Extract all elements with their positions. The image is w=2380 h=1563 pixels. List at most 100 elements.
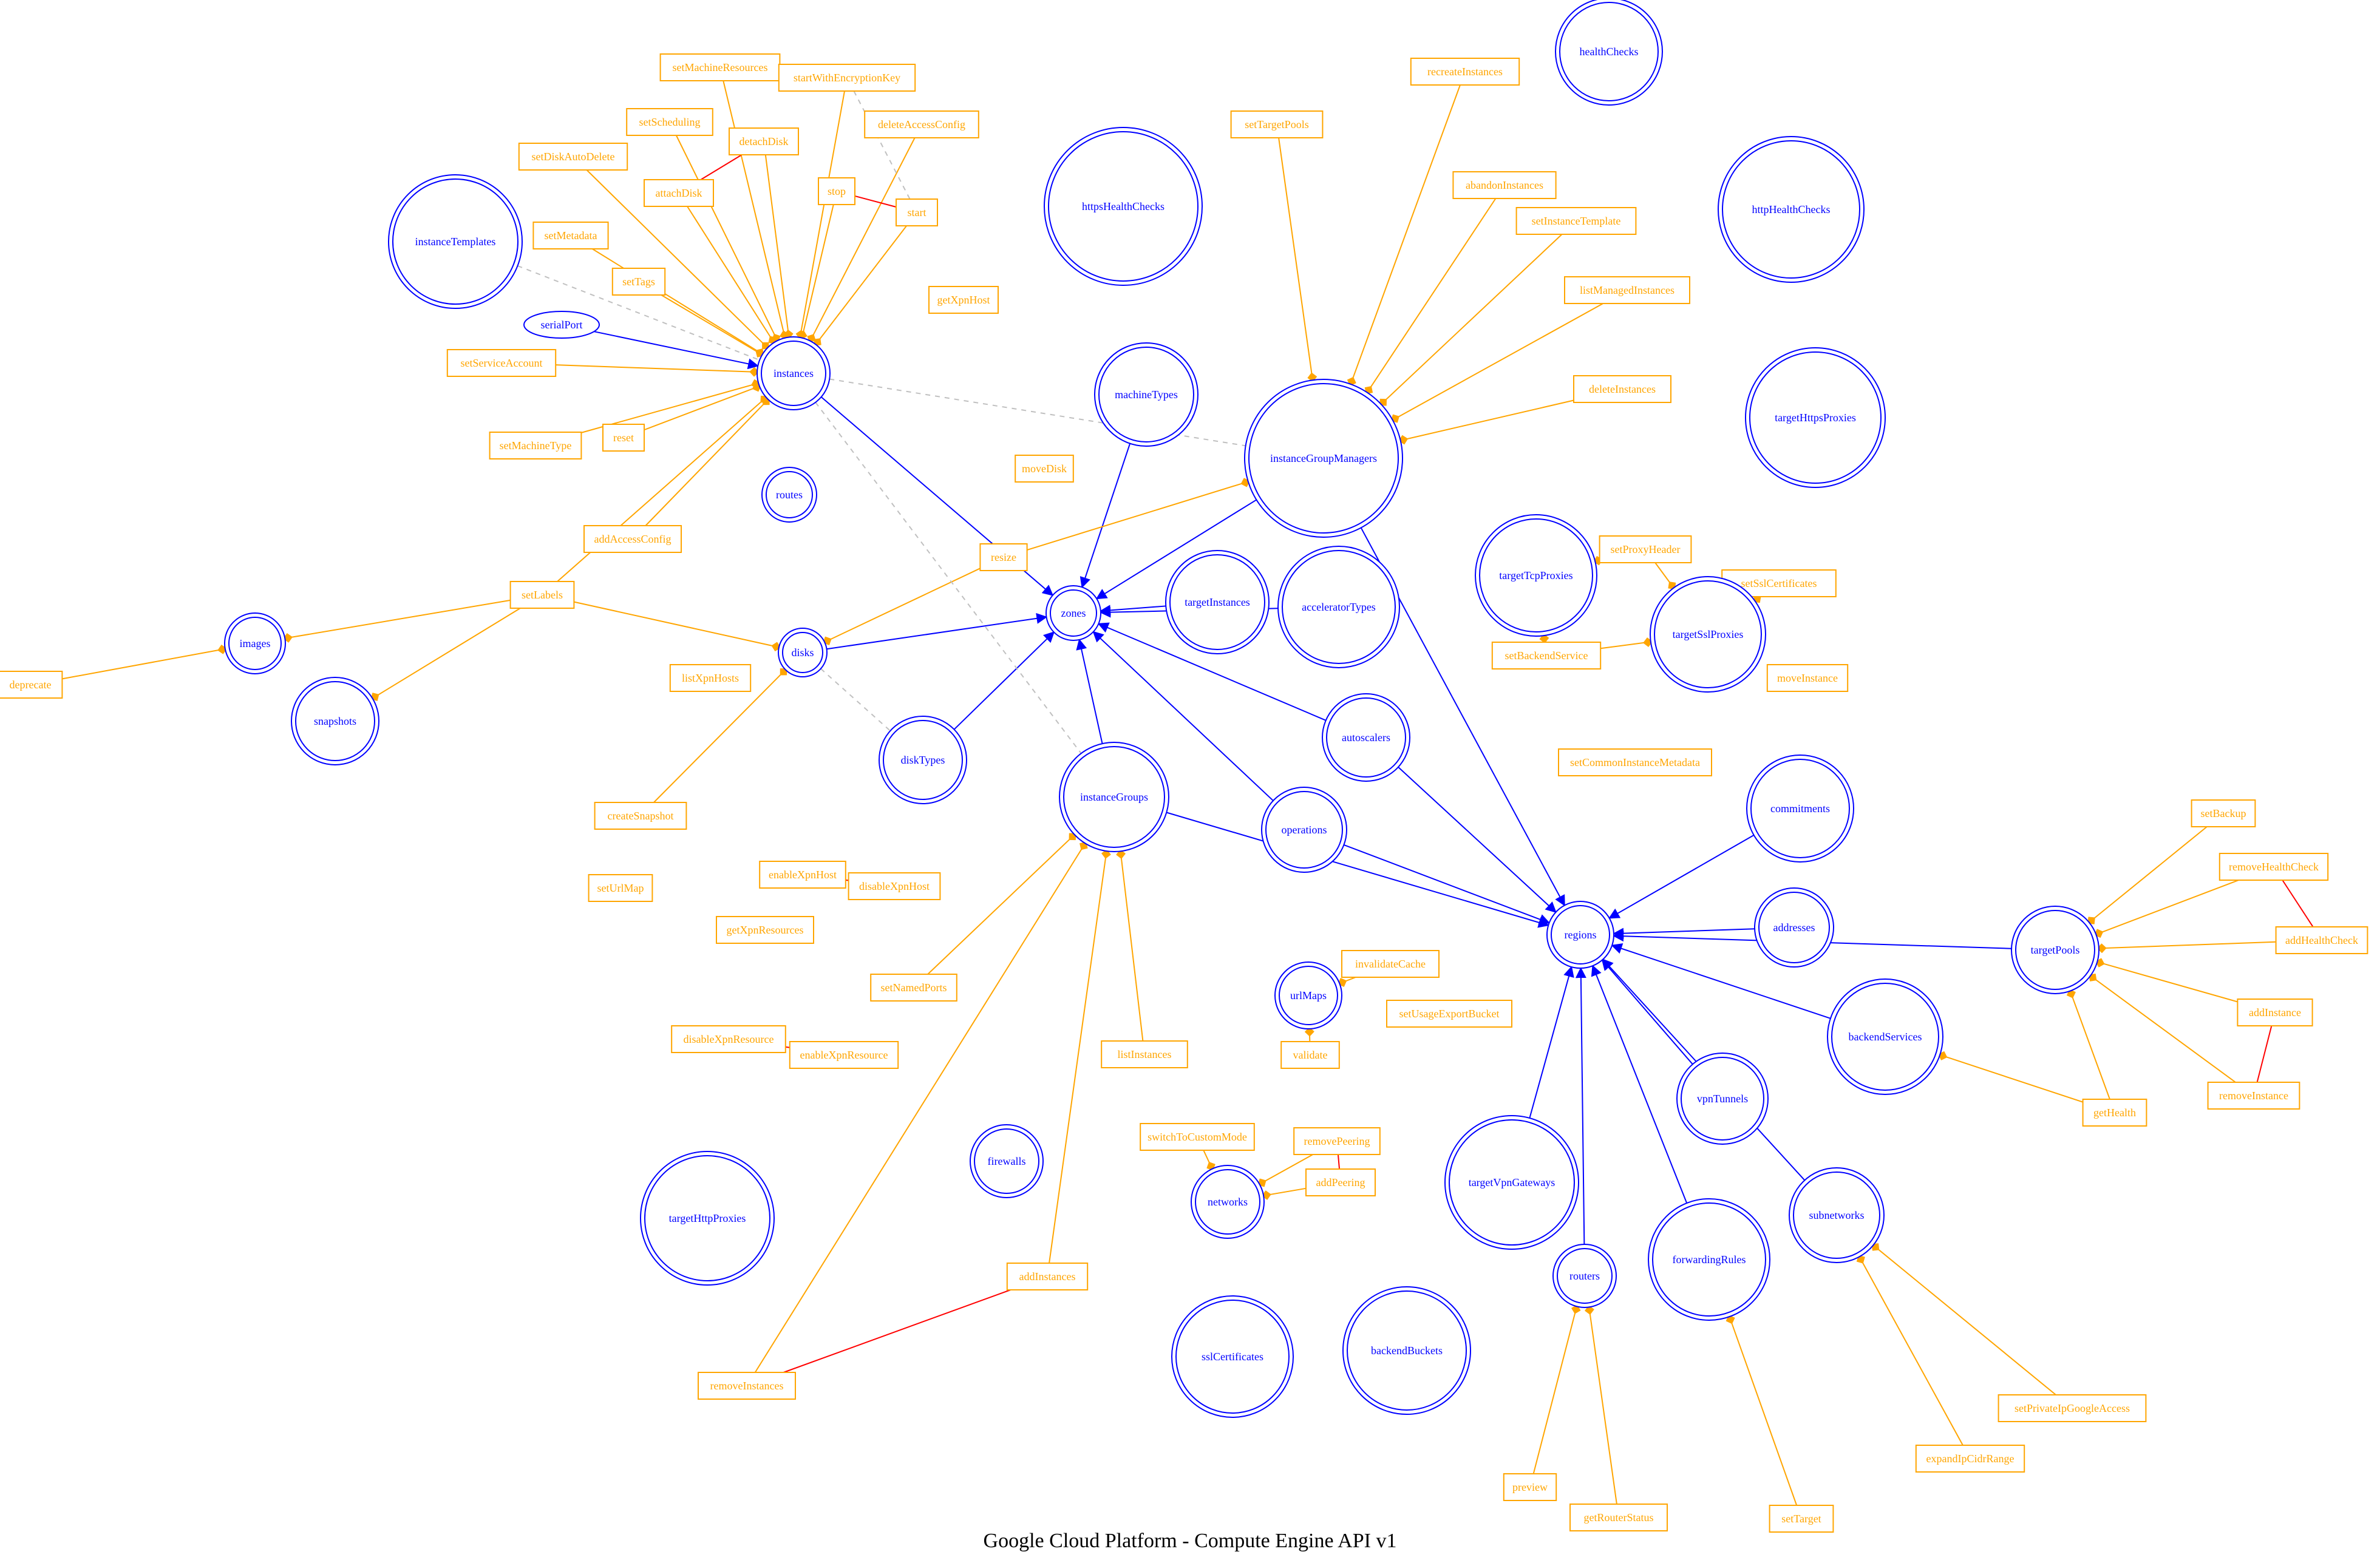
action-node-set-target-pools[interactable]: setTargetPools [1230,110,1324,138]
resource-node-target-ssl-proxies[interactable]: targetSslProxies [1650,576,1766,693]
action-node-set-proxy-header[interactable]: setProxyHeader [1599,535,1692,563]
action-node-set-url-map[interactable]: setUrlMap [588,874,653,902]
action-node-disable-xpn-host[interactable]: disableXpnHost [848,872,941,900]
action-node-abandon-instances[interactable]: abandonInstances [1452,171,1557,199]
action-node-resize[interactable]: resize [979,543,1028,571]
action-node-set-disk-auto-delete[interactable]: setDiskAutoDelete [518,143,628,171]
resource-node-ssl-certificates[interactable]: sslCertificates [1171,1295,1294,1418]
resource-node-serial-port[interactable]: serialPort [523,311,600,339]
action-node-enable-xpn-host[interactable]: enableXpnHost [759,861,846,889]
action-node-recreate-instances[interactable]: recreateInstances [1410,58,1520,86]
edge-remove-health-check-target-pools [2094,880,2239,938]
action-node-create-snapshot[interactable]: createSnapshot [594,802,687,830]
action-node-set-common-instance-metadata[interactable]: setCommonInstanceMetadata [1558,748,1712,776]
resource-node-target-http-proxies[interactable]: targetHttpProxies [640,1151,775,1286]
action-node-attach-disk[interactable]: attachDisk [644,179,714,207]
action-node-add-peering[interactable]: addPeering [1305,1168,1376,1196]
action-node-list-instances[interactable]: listInstances [1101,1040,1188,1068]
resource-node-instances[interactable]: instances [756,336,831,410]
action-node-preview[interactable]: preview [1503,1473,1557,1501]
action-node-disable-xpn-resource[interactable]: disableXpnResource [671,1025,786,1053]
action-label: moveInstance [1777,672,1838,684]
action-node-move-disk[interactable]: moveDisk [1015,455,1074,483]
action-node-set-instance-template[interactable]: setInstanceTemplate [1515,207,1637,235]
action-node-set-backup[interactable]: setBackup [2191,799,2256,827]
resource-node-instance-groups[interactable]: instanceGroups [1059,742,1169,852]
action-node-set-machine-type[interactable]: setMachineType [489,432,582,459]
resource-node-instance-group-managers[interactable]: instanceGroupManagers [1244,379,1403,538]
resource-node-routes[interactable]: routes [761,467,817,523]
resource-node-routers[interactable]: routers [1552,1244,1617,1308]
resource-node-target-vpn-gateways[interactable]: targetVpnGateways [1444,1115,1579,1250]
resource-node-commitments[interactable]: commitments [1746,754,1854,863]
resource-node-machine-types[interactable]: machineTypes [1094,342,1198,447]
resource-node-snapshots[interactable]: snapshots [291,677,379,765]
action-node-invalidate-cache[interactable]: invalidateCache [1341,950,1440,978]
action-node-set-tags[interactable]: setTags [611,268,666,296]
action-node-expand-ip-cidr-range[interactable]: expandIpCidrRange [1915,1445,2025,1473]
resource-node-https-health-checks[interactable]: httpsHealthChecks [1044,127,1203,286]
resource-node-target-tcp-proxies[interactable]: targetTcpProxies [1475,514,1597,637]
action-node-list-xpn-hosts[interactable]: listXpnHosts [669,664,752,692]
resource-node-disks[interactable]: disks [778,628,828,677]
resource-node-images[interactable]: images [224,612,286,674]
resource-node-health-checks[interactable]: healthChecks [1555,0,1663,106]
action-node-get-router-status[interactable]: getRouterStatus [1569,1504,1668,1531]
action-node-set-target[interactable]: setTarget [1769,1505,1834,1533]
resource-node-http-health-checks[interactable]: httpHealthChecks [1718,136,1865,283]
resource-node-target-https-proxies[interactable]: targetHttpsProxies [1745,347,1886,488]
resource-node-addresses[interactable]: addresses [1754,887,1834,968]
action-node-get-xpn-host[interactable]: getXpnHost [928,286,999,314]
action-node-add-access-config[interactable]: addAccessConfig [583,525,682,553]
resource-node-regions[interactable]: regions [1546,901,1614,969]
action-node-set-service-account[interactable]: setServiceAccount [446,349,557,377]
resource-node-backend-services[interactable]: backendServices [1827,978,1943,1095]
action-node-add-instance[interactable]: addInstance [2237,998,2313,1026]
action-node-add-health-check[interactable]: addHealthCheck [2275,926,2368,954]
action-node-remove-instances[interactable]: removeInstances [698,1372,796,1400]
edge-attach-disk-instances [687,206,777,345]
action-node-set-labels[interactable]: setLabels [509,581,575,609]
resource-node-subnetworks[interactable]: subnetworks [1789,1167,1885,1263]
action-node-delete-instances[interactable]: deleteInstances [1573,375,1671,403]
resource-node-networks[interactable]: networks [1191,1165,1265,1239]
action-node-remove-health-check[interactable]: removeHealthCheck [2218,853,2329,881]
resource-node-operations[interactable]: operations [1261,787,1347,873]
resource-node-accelerator-types[interactable]: acceleratorTypes [1277,546,1400,668]
action-node-remove-instance[interactable]: removeInstance [2207,1082,2300,1110]
action-node-set-private-ip-google-access[interactable]: setPrivateIpGoogleAccess [1997,1394,2147,1422]
action-node-start[interactable]: start [896,198,938,226]
action-node-delete-access-config[interactable]: deleteAccessConfig [864,110,979,138]
resource-node-url-maps[interactable]: urlMaps [1274,961,1342,1029]
resource-node-firewalls[interactable]: firewalls [970,1124,1044,1198]
action-node-reset[interactable]: reset [602,424,645,452]
resource-node-disk-types[interactable]: diskTypes [879,716,967,804]
action-node-get-xpn-resources[interactable]: getXpnResources [716,916,814,944]
resource-node-target-pools[interactable]: targetPools [2011,906,2100,994]
action-node-detach-disk[interactable]: detachDisk [729,127,799,155]
resource-node-autoscalers[interactable]: autoscalers [1322,693,1410,782]
action-node-set-named-ports[interactable]: setNamedPorts [870,974,957,1002]
action-node-get-health[interactable]: getHealth [2082,1099,2147,1127]
action-node-set-metadata[interactable]: setMetadata [532,222,609,249]
action-node-start-with-encryption-key[interactable]: startWithEncryptionKey [778,64,916,92]
resource-node-forwarding-rules[interactable]: forwardingRules [1648,1198,1770,1321]
action-node-add-instances[interactable]: addInstances [1006,1263,1089,1290]
action-node-remove-peering[interactable]: removePeering [1293,1127,1381,1155]
action-node-switch-to-custom-mode[interactable]: switchToCustomMode [1140,1123,1255,1151]
action-node-stop[interactable]: stop [818,177,855,205]
action-node-set-scheduling[interactable]: setScheduling [626,108,713,136]
action-node-set-machine-resources[interactable]: setMachineResources [659,53,781,81]
resource-node-zones[interactable]: zones [1046,585,1101,641]
action-node-deprecate[interactable]: deprecate [0,671,63,699]
resource-node-vpn-tunnels[interactable]: vpnTunnels [1676,1053,1769,1145]
action-node-validate[interactable]: validate [1280,1041,1340,1069]
action-node-set-backend-service[interactable]: setBackendService [1491,642,1602,670]
resource-node-backend-buckets[interactable]: backendBuckets [1342,1286,1471,1415]
resource-node-target-instances[interactable]: targetInstances [1165,550,1270,654]
action-node-enable-xpn-resource[interactable]: enableXpnResource [789,1041,899,1069]
action-node-move-instance[interactable]: moveInstance [1766,664,1849,692]
action-node-set-usage-export-bucket[interactable]: setUsageExportBucket [1386,1000,1512,1028]
resource-node-instance-templates[interactable]: instanceTemplates [388,174,523,309]
action-node-list-managed-instances[interactable]: listManagedInstances [1564,276,1690,304]
